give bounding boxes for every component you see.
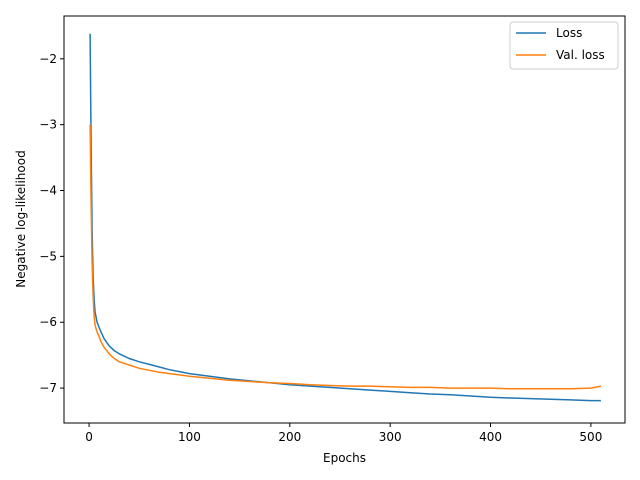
y-tick-label: −6: [39, 315, 57, 329]
y-tick-label: −5: [39, 249, 57, 263]
x-tick-label: 500: [579, 430, 602, 444]
legend: Loss Val. loss: [509, 21, 619, 70]
y-tick-label: −3: [39, 118, 57, 132]
x-tick-label: 200: [278, 430, 301, 444]
legend-label-loss: Loss: [556, 26, 582, 40]
x-tick-label: 100: [178, 430, 201, 444]
y-axis-label: Negative log-likelihood: [14, 150, 28, 287]
x-tick-label: 400: [479, 430, 502, 444]
series-line-val-loss: [89, 124, 602, 390]
plot-frame: [63, 15, 626, 424]
x-axis-ticks: 0 100 200 300 400 500: [85, 423, 602, 444]
y-tick-label: −7: [39, 381, 57, 395]
series-line-loss: [89, 33, 601, 402]
x-tick-label: 300: [379, 430, 402, 444]
y-axis-ticks: −2 −3 −4 −5 −6 −7: [39, 52, 64, 395]
plot-lines: [89, 33, 602, 402]
y-tick-label: −2: [39, 52, 57, 66]
x-tick-label: 0: [85, 430, 93, 444]
x-axis-label: Epochs: [323, 451, 366, 465]
legend-label-val-loss: Val. loss: [556, 48, 605, 62]
y-tick-label: −4: [39, 184, 57, 198]
